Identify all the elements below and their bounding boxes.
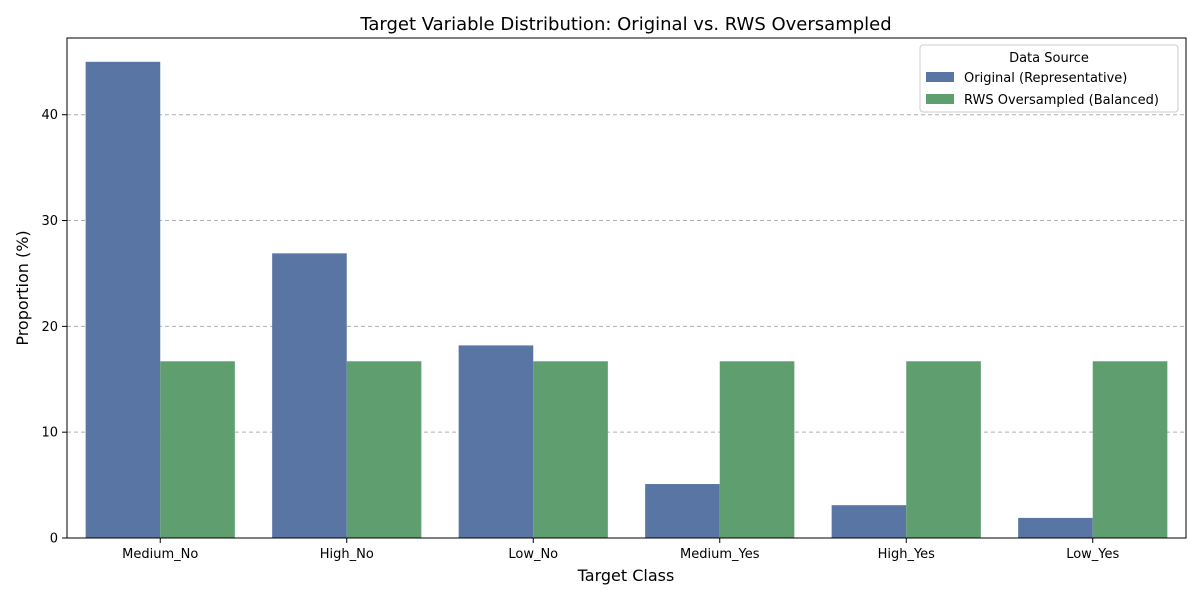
x-axis-label: Target Class [577, 566, 675, 585]
legend-swatch-original [926, 72, 954, 82]
bar-original [458, 345, 534, 538]
legend-title: Data Source [1009, 51, 1089, 66]
y-axis-label: Proportion (%) [13, 230, 32, 345]
x-tick-label: Low_No [508, 547, 558, 562]
bar-original [1018, 517, 1093, 538]
bar-rws [533, 361, 608, 538]
y-tick-label: 30 [41, 214, 58, 229]
y-tick-label: 40 [41, 108, 58, 123]
y-axis: 0 10 20 30 40 [41, 108, 67, 547]
y-tick-label: 0 [50, 532, 58, 547]
bar-original [645, 484, 720, 538]
y-tick-label: 20 [41, 320, 58, 335]
bar-rws [906, 361, 981, 538]
x-axis: Medium_No High_No Low_No Medium_Yes High_Yes… [122, 538, 1120, 562]
chart-title: Target Variable Distribution: Original v… [359, 14, 891, 35]
legend-swatch-rws [926, 94, 954, 104]
plot-frame [66, 37, 1187, 539]
bar-original [85, 61, 161, 539]
y-tick-label: 10 [41, 426, 58, 441]
legend: Data Source Original (Representative) RW… [919, 44, 1179, 113]
bar-rws [719, 361, 795, 538]
grid-lines [67, 114, 1186, 433]
x-tick-label: High_Yes [878, 547, 936, 562]
bar-original [831, 505, 907, 538]
legend-label-rws: RWS Oversampled (Balanced) [964, 93, 1159, 108]
bars [85, 61, 1168, 539]
bar-rws [346, 361, 422, 538]
x-tick-label: Low_Yes [1066, 547, 1119, 562]
bar-rws [1092, 361, 1168, 538]
x-tick-label: Medium_No [122, 547, 198, 562]
bar-original [272, 253, 347, 538]
x-tick-label: Medium_Yes [680, 547, 760, 562]
legend-label-original: Original (Representative) [964, 71, 1127, 86]
legend-box [919, 44, 1179, 113]
x-tick-label: High_No [320, 547, 374, 562]
bar-rws [160, 361, 235, 538]
